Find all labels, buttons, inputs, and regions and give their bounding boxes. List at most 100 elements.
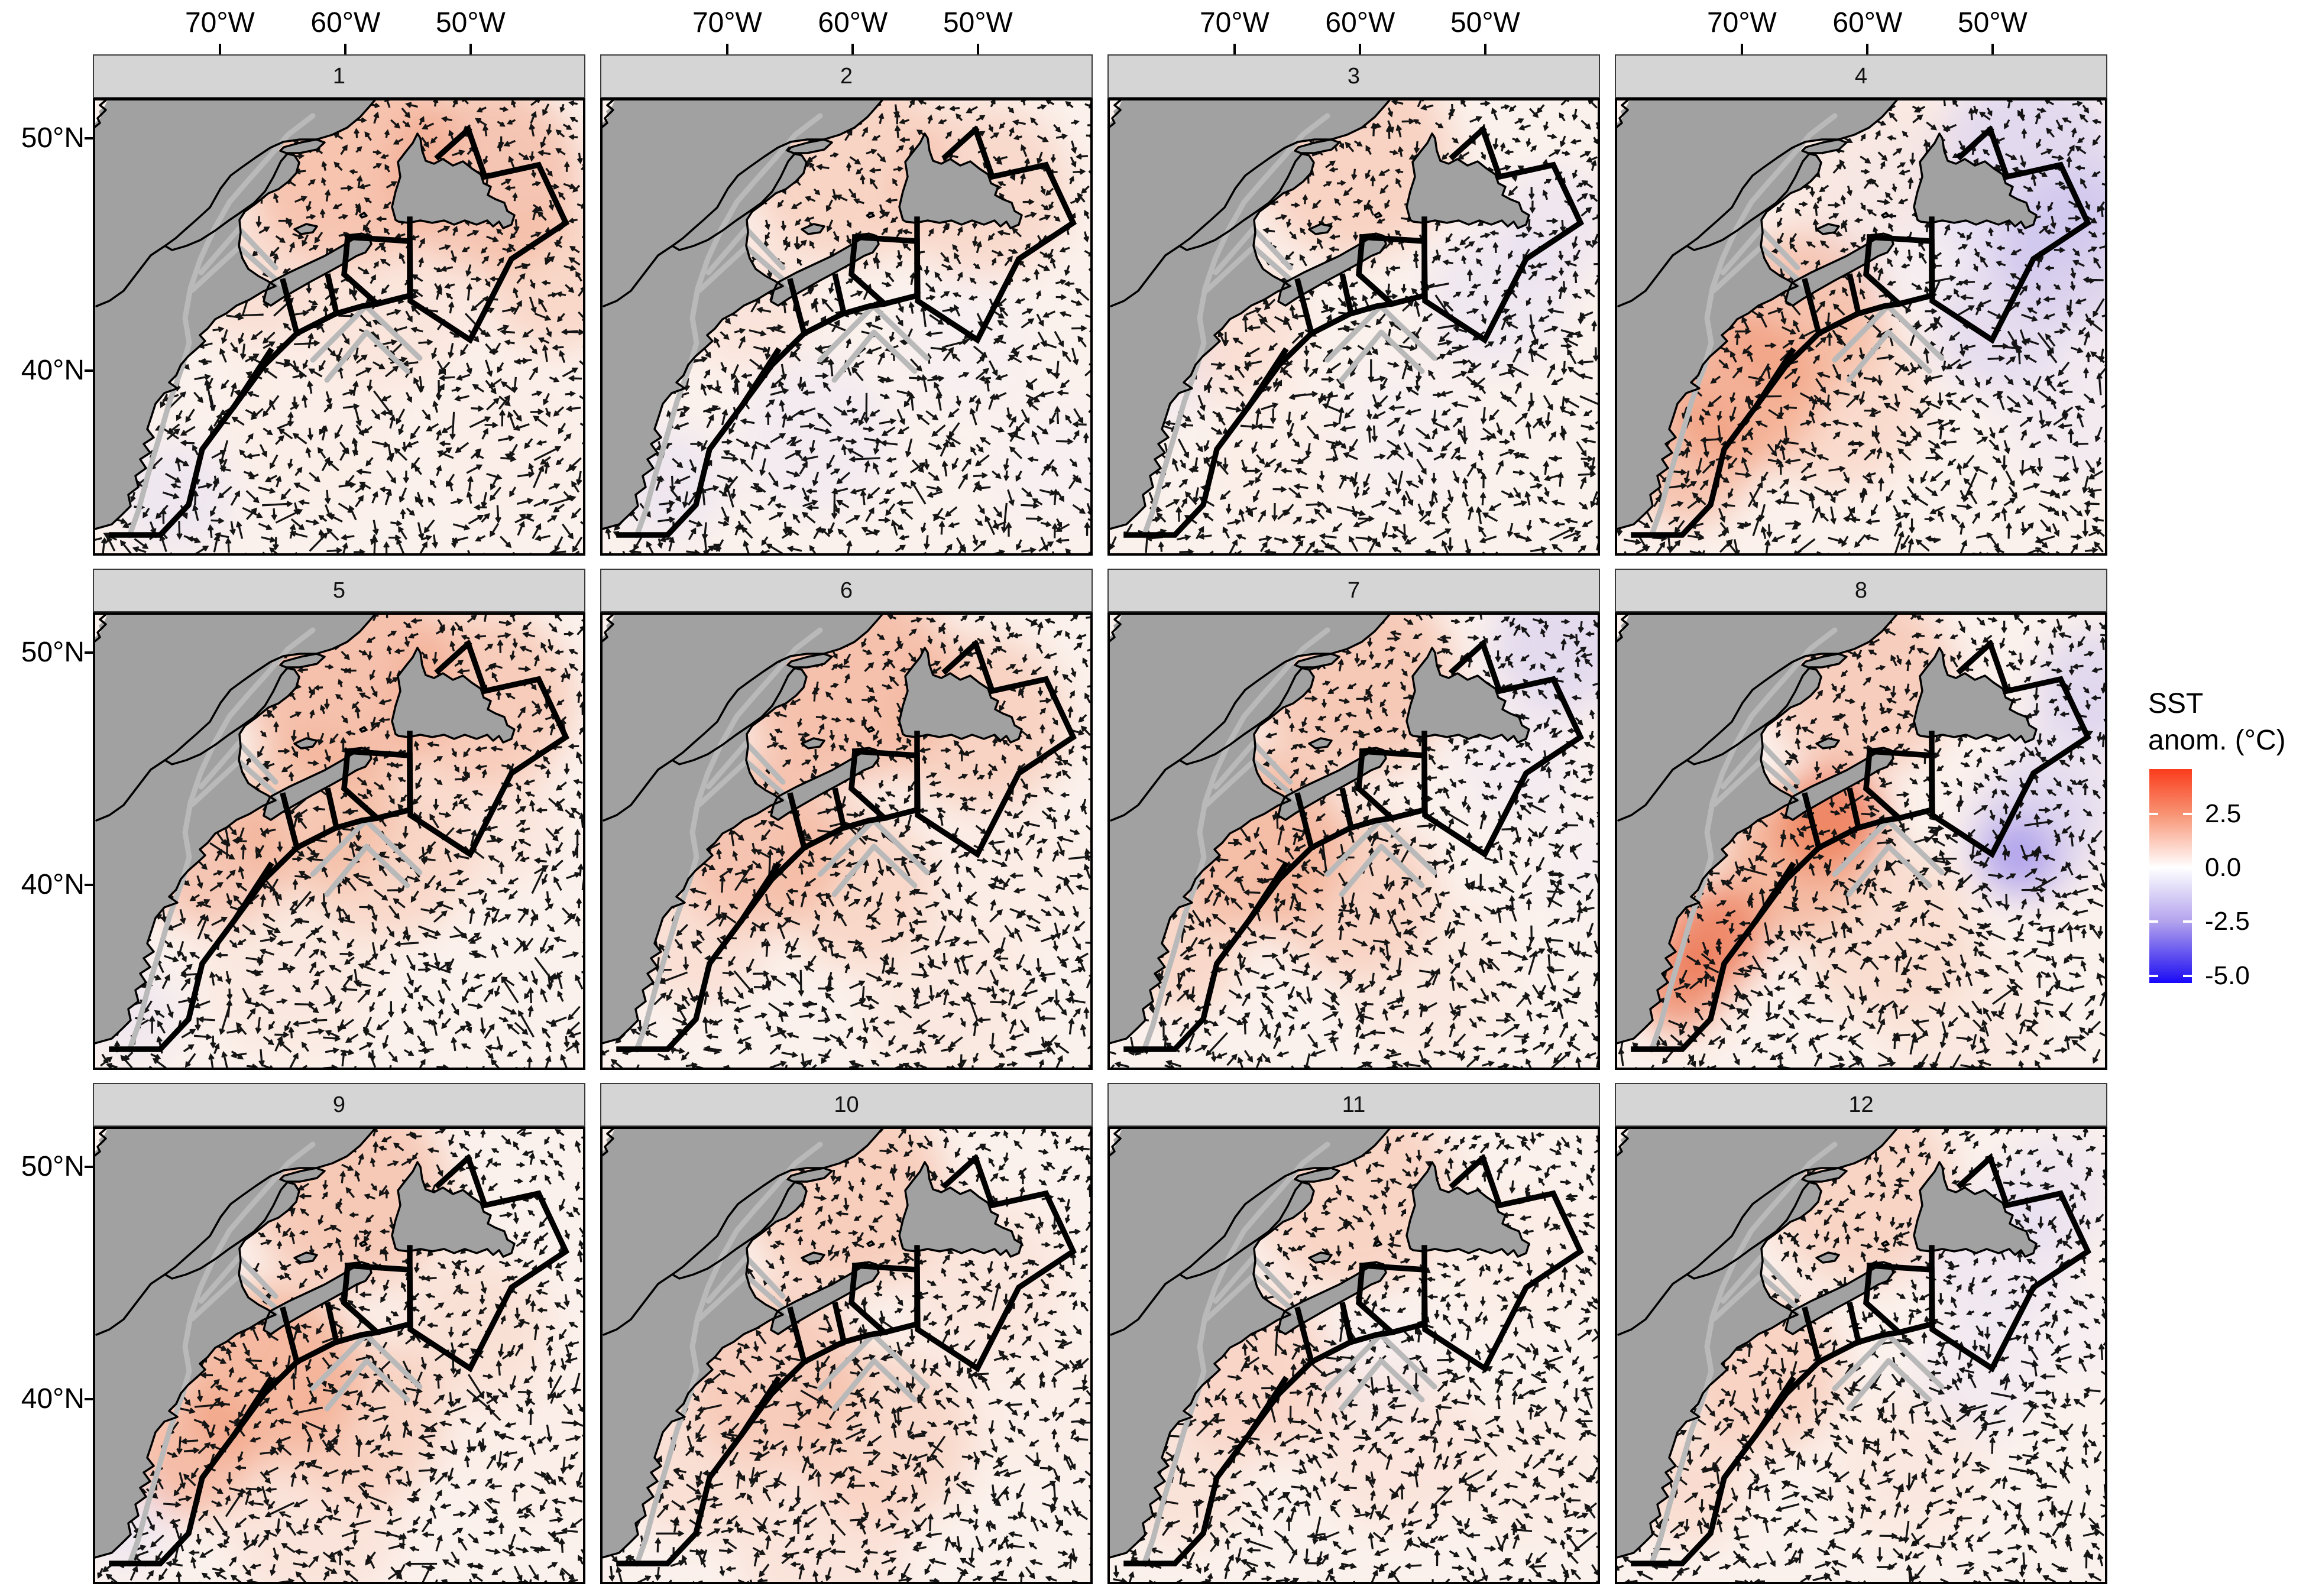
anomaly-patch bbox=[1747, 311, 1925, 489]
facet-label: 6 bbox=[840, 578, 853, 603]
anomaly-patch bbox=[1833, 1393, 1987, 1547]
map-panel: 12 bbox=[1615, 1083, 2107, 1584]
facet-label: 3 bbox=[1347, 64, 1361, 89]
legend-title-line1: SST bbox=[2148, 688, 2204, 719]
x-axis-label: 50°W bbox=[435, 7, 506, 38]
x-axis-tick bbox=[976, 44, 979, 54]
map-panel: 9 bbox=[93, 1083, 585, 1584]
legend-title: SST anom. (°C) bbox=[2148, 686, 2286, 759]
facet-strip: 1 bbox=[93, 54, 585, 98]
anomaly-patch bbox=[1345, 896, 1511, 1062]
panel-border bbox=[93, 98, 585, 556]
panel-border bbox=[1615, 612, 2107, 1070]
facet-strip: 2 bbox=[600, 54, 1093, 98]
facet-strip: 11 bbox=[1107, 1083, 1600, 1127]
facet-strip: 8 bbox=[1615, 569, 2107, 612]
facet-label: 2 bbox=[840, 64, 853, 89]
x-axis-label: 70°W bbox=[184, 7, 255, 38]
x-axis-tick bbox=[1866, 44, 1869, 54]
map-panel: 10 bbox=[600, 1083, 1093, 1584]
legend-tick-mark bbox=[2149, 975, 2158, 978]
map-panel: 1 bbox=[93, 54, 585, 556]
x-axis-tick bbox=[1991, 44, 1994, 54]
facet-strip: 9 bbox=[93, 1083, 585, 1127]
legend-tick-mark bbox=[2183, 975, 2192, 978]
facet-label: 5 bbox=[332, 578, 346, 603]
map-canvas bbox=[93, 98, 585, 556]
legend-tick-mark bbox=[2183, 866, 2192, 869]
facet-label: 11 bbox=[1342, 1092, 1366, 1117]
x-axis-tick bbox=[218, 44, 221, 54]
x-axis-label: 70°W bbox=[692, 7, 762, 38]
x-axis-label: 70°W bbox=[1706, 7, 1777, 38]
map-panel: 7 bbox=[1107, 569, 1600, 1070]
legend-tick-mark bbox=[2149, 920, 2158, 923]
map-panel: 8 bbox=[1615, 569, 2107, 1070]
x-axis-label: 50°W bbox=[1957, 7, 2028, 38]
map-canvas bbox=[93, 1127, 585, 1584]
facet-label: 1 bbox=[332, 64, 346, 89]
map-canvas bbox=[600, 612, 1093, 1070]
legend-title-line2: anom. (°C) bbox=[2148, 725, 2286, 756]
facet-strip: 10 bbox=[600, 1083, 1093, 1127]
map-panel: 6 bbox=[600, 569, 1093, 1070]
map-canvas bbox=[1107, 98, 1600, 556]
facet-label: 4 bbox=[1854, 64, 1868, 89]
map-panel: 11 bbox=[1107, 1083, 1600, 1584]
map-canvas bbox=[1615, 1127, 2107, 1584]
y-axis-tick bbox=[85, 884, 93, 887]
anomaly-patch bbox=[1537, 810, 1600, 917]
y-axis-label: 40°N bbox=[21, 355, 85, 387]
legend-tick-label: 2.5 bbox=[2205, 799, 2242, 829]
x-axis-label: 60°W bbox=[818, 7, 888, 38]
legend-tick-mark bbox=[2149, 813, 2158, 816]
facet-label: 7 bbox=[1347, 578, 1361, 603]
map-canvas bbox=[1107, 612, 1600, 1070]
x-axis-tick bbox=[1359, 44, 1362, 54]
panel-border bbox=[1615, 1127, 2107, 1584]
y-axis-label: 50°N bbox=[21, 1151, 85, 1183]
map-panel: 4 bbox=[1615, 54, 2107, 556]
map-panel: 3 bbox=[1107, 54, 1600, 556]
panel-border bbox=[1107, 1127, 1600, 1584]
y-axis-label: 50°N bbox=[21, 122, 85, 154]
panel-border bbox=[1615, 98, 2107, 556]
map-canvas bbox=[1107, 1127, 1600, 1584]
map-canvas bbox=[600, 98, 1093, 556]
map-canvas bbox=[93, 612, 585, 1070]
map-panel: 5 bbox=[93, 569, 585, 1070]
x-axis-label: 50°W bbox=[943, 7, 1013, 38]
y-axis-label: 40°N bbox=[21, 1383, 85, 1415]
legend-tick-label: 0.0 bbox=[2205, 852, 2242, 882]
x-axis-tick bbox=[726, 44, 728, 54]
y-axis-tick bbox=[85, 651, 93, 654]
anomaly-patch bbox=[225, 1426, 403, 1584]
map-canvas bbox=[1615, 612, 2107, 1070]
x-axis-tick bbox=[1233, 44, 1236, 54]
x-axis-label: 70°W bbox=[1199, 7, 1269, 38]
facet-strip: 4 bbox=[1615, 54, 2107, 98]
map-panel: 2 bbox=[600, 54, 1093, 556]
map-canvas bbox=[600, 1127, 1093, 1584]
legend-tick-mark bbox=[2183, 813, 2192, 816]
facet-label: 12 bbox=[1848, 1092, 1874, 1117]
facet-strip: 6 bbox=[600, 569, 1093, 612]
facet-label: 8 bbox=[1854, 578, 1868, 603]
y-axis-tick bbox=[85, 369, 93, 372]
y-axis-label: 50°N bbox=[21, 637, 85, 669]
x-axis-tick bbox=[344, 44, 347, 54]
anomaly-patch bbox=[740, 359, 894, 514]
facet-label: 10 bbox=[834, 1092, 859, 1117]
panel-border bbox=[1107, 98, 1600, 556]
facet-label: 9 bbox=[332, 1092, 346, 1117]
legend-tick-label: -2.5 bbox=[2205, 907, 2250, 936]
x-axis-tick bbox=[851, 44, 854, 54]
y-axis-tick bbox=[85, 1166, 93, 1169]
y-axis-tick bbox=[85, 137, 93, 140]
x-axis-tick bbox=[1484, 44, 1486, 54]
facet-strip: 12 bbox=[1615, 1083, 2107, 1127]
legend-tick-mark bbox=[2149, 866, 2158, 869]
x-axis-label: 60°W bbox=[1325, 7, 1395, 38]
x-axis-tick bbox=[1740, 44, 1743, 54]
